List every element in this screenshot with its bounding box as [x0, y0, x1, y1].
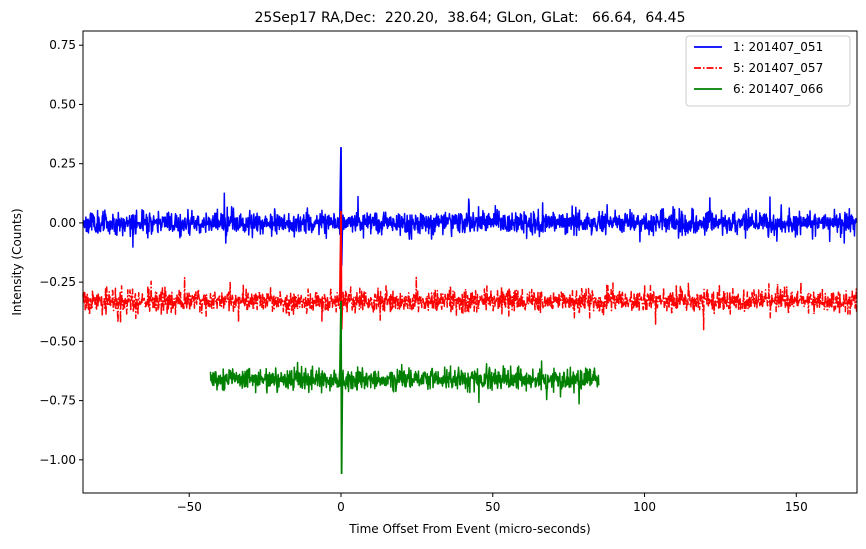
x-tick-label: 150: [785, 500, 808, 514]
plot-frame: [82, 30, 858, 494]
y-tick-label: −1.00: [39, 453, 76, 467]
legend-label-series-1: 1: 201407_051: [733, 40, 823, 54]
x-tick-label: 50: [485, 500, 500, 514]
y-tick-label: 0.25: [49, 157, 76, 171]
y-tick-label: −0.50: [39, 334, 76, 348]
x-tick-label: 100: [633, 500, 656, 514]
y-tick-label: −0.75: [39, 394, 76, 408]
series-layer: [82, 147, 858, 475]
x-tick-label: 0: [337, 500, 345, 514]
series-spike-2: [338, 211, 344, 330]
legend: 1: 201407_051 5: 201407_057 6: 201407_06…: [685, 35, 851, 107]
y-axis-label: Intensity (Counts): [10, 208, 24, 315]
y-tick-label: 0.75: [49, 38, 76, 52]
y-tick-label: 0.50: [49, 97, 76, 111]
y-tick-label: 0.00: [49, 216, 76, 230]
y-tick-label: −0.25: [39, 275, 76, 289]
legend-label-series-3: 6: 201407_066: [733, 82, 823, 96]
series-line-1: [82, 192, 858, 248]
x-axis-label: Time Offset From Event (micro-seconds): [348, 522, 590, 536]
chart-title: 25Sep17 RA,Dec: 220.20, 38.64; GLon, GLa…: [255, 10, 686, 26]
y-axis: −1.00 −0.75 −0.50 −0.25 0.00 0.25 0.50 0.75: [39, 38, 83, 467]
legend-box: [685, 35, 851, 107]
series-line-3: [209, 360, 600, 405]
legend-label-series-2: 5: 201407_057: [733, 61, 823, 75]
x-tick-label: −50: [177, 500, 202, 514]
series-spike-3: [338, 301, 344, 475]
series-line-2: [82, 276, 858, 331]
x-axis: −50 0 50 100 150: [177, 493, 808, 514]
